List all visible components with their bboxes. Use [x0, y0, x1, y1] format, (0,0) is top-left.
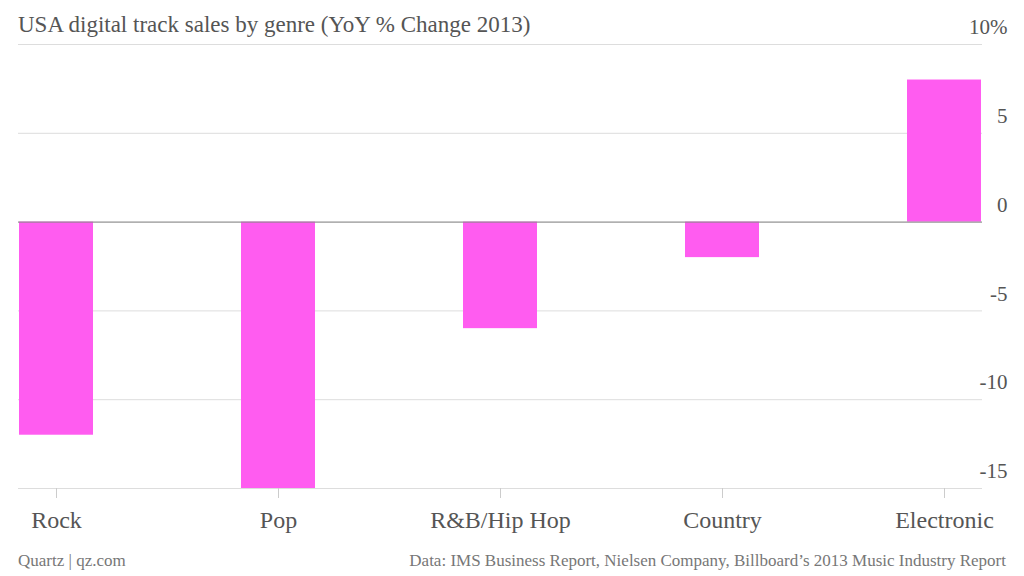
svg-text:10%: 10%: [969, 15, 1008, 39]
svg-text:-15: -15: [980, 459, 1008, 483]
svg-text:-5: -5: [990, 282, 1008, 306]
svg-text:-10: -10: [980, 370, 1008, 394]
svg-text:R&B/Hip Hop: R&B/Hip Hop: [430, 507, 571, 533]
svg-text:5: 5: [997, 104, 1008, 128]
svg-text:Rock: Rock: [31, 507, 82, 533]
svg-text:Pop: Pop: [260, 507, 297, 533]
html-text:Data: IMS Business Report, Nie: Data: IMS Business Report, Nielsen Compa…: [409, 551, 1006, 570]
html-text:Quartz | qz.com: Quartz | qz.com: [18, 551, 126, 570]
svg-text:Electronic: Electronic: [895, 507, 994, 533]
svg-text:0: 0: [997, 193, 1008, 217]
html-text:USA digital track sales by gen: USA digital track sales by genre (YoY % …: [18, 12, 531, 37]
svg-text:Country: Country: [683, 507, 762, 533]
